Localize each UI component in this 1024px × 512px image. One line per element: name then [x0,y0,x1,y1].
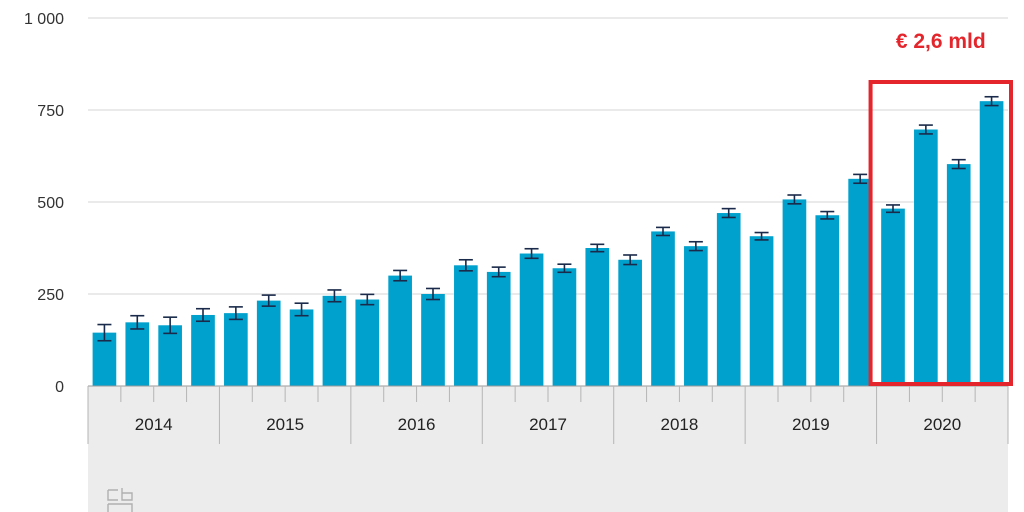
error-bar [491,266,506,278]
error-bar [196,307,210,323]
y-tick-label: 750 [37,103,64,120]
bar [815,215,840,386]
error-bar [623,254,638,266]
bar [486,271,511,386]
error-bar [163,316,178,335]
error-bar [918,124,933,135]
error-bar [754,231,769,241]
highlight-box [868,80,1013,386]
y-tick-label: 250 [37,287,64,304]
x-axis: 2014 2015 2016 2017 2018 2019 2020 [87,385,1009,444]
bar [224,313,248,386]
error-bar [130,314,145,330]
error-bar [228,306,243,321]
error-bar [557,263,572,274]
bar [552,268,577,386]
error-bar [97,323,112,342]
error-bar [688,240,703,252]
bar [454,265,478,386]
error-bar [820,210,835,220]
error-bar [721,207,736,219]
error-bar [590,243,605,253]
y-tick-label: 1 000 [24,11,64,28]
x-tick-label: 2016 [398,415,436,434]
x-axis-band [88,386,1008,512]
bar [519,253,544,386]
x-tick-label: 2020 [923,415,961,434]
bar [651,231,675,386]
bar [421,294,445,386]
error-bar [853,173,868,185]
error-bar [951,158,966,170]
x-tick-label: 2019 [792,415,830,434]
error-bar [787,194,802,205]
y-tick-label: 500 [37,195,64,212]
x-tick-label: 2015 [266,415,304,434]
annotation-label: € 2,6 mld [896,30,986,53]
error-bar [886,204,900,214]
bar [289,309,314,386]
bar [716,213,741,386]
error-bar [458,258,473,272]
bar [322,295,347,386]
bars [92,101,1004,386]
bar [684,246,708,386]
y-axis-ticks: 0 250 500 750 1 000 [24,11,64,396]
error-bars [97,95,999,342]
bar [158,325,182,386]
bar [979,101,1004,386]
error-bar [294,302,309,317]
error-bar [360,293,375,306]
bar [191,314,215,386]
x-tick-label: 2014 [135,415,173,434]
bar [848,178,872,386]
error-bar [426,287,440,301]
cbs-logo-icon [107,488,133,512]
error-bar [524,247,539,260]
error-bar [393,269,408,282]
error-bar [327,289,342,303]
bar [125,322,150,386]
bar [749,236,774,386]
bar [388,275,412,386]
error-bar [984,95,999,107]
bar [946,164,971,386]
bar [92,332,117,386]
bar [355,299,380,386]
error-bar [261,294,276,307]
bar [585,248,610,386]
annotation: € 2,6 mld [868,30,1013,386]
bar [914,129,938,386]
x-tick-label: 2017 [529,415,567,434]
bar [881,208,905,386]
error-bar [656,226,670,237]
bar [256,300,281,386]
bar [618,259,642,386]
y-tick-label: 0 [55,379,64,396]
x-tick-label: 2018 [661,415,699,434]
bar [782,199,807,386]
